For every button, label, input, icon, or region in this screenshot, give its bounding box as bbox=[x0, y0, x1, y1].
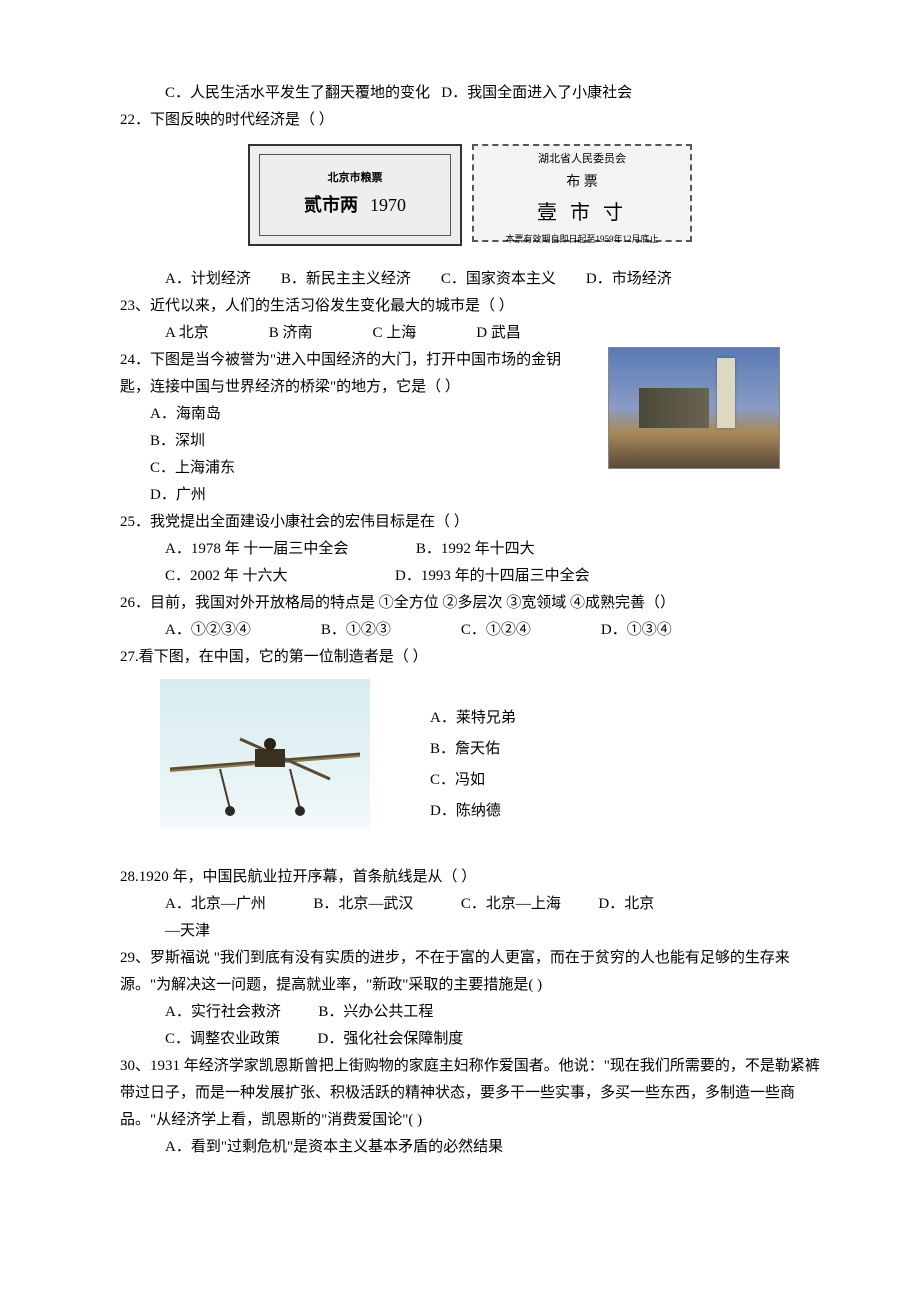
airplane-image bbox=[160, 679, 370, 829]
q25-opt-a: A．1978 年 十一届三中全会 bbox=[165, 541, 348, 557]
stamp1-title: 北京市粮票 bbox=[328, 169, 383, 189]
q25-opt-b: B．1992 年十四大 bbox=[416, 541, 535, 557]
q23-options: A 北京 B 济南 C 上海 D 武昌 bbox=[120, 320, 820, 347]
q27-image bbox=[160, 679, 370, 829]
q29-opt-a: A．实行社会救济 bbox=[165, 1004, 281, 1020]
q27-options: A．莱特兄弟 B．詹天佑 C．冯如 D．陈纳德 bbox=[430, 671, 820, 825]
q21-opt-c: C．人民生活水平发生了翻天覆地的变化 bbox=[165, 85, 430, 101]
q23-opt-c: C 上海 bbox=[373, 320, 417, 347]
q27-opt-a: A．莱特兄弟 bbox=[430, 705, 820, 732]
city-skyline-image bbox=[608, 347, 780, 469]
q28-opt-a: A．北京—广州 bbox=[165, 896, 266, 912]
q28-opt-c: C．北京—上海 bbox=[461, 896, 561, 912]
q23-opt-d: D 武昌 bbox=[476, 320, 521, 347]
q26-opt-d: D．①③④ bbox=[601, 617, 672, 644]
q22-stem: 22．下图反映的时代经济是（ ） bbox=[120, 107, 820, 134]
q24-opt-d: D．广州 bbox=[120, 482, 820, 509]
q22-opt-b: B．新民主主义经济 bbox=[281, 266, 411, 293]
q25-opt-d: D．1993 年的十四届三中全会 bbox=[395, 568, 590, 584]
stamp2-mid: 布 票 bbox=[566, 170, 598, 195]
q27-opt-b: B．詹天佑 bbox=[430, 736, 820, 763]
q22-opt-a: A．计划经济 bbox=[165, 266, 251, 293]
q26-opt-c: C．①②④ bbox=[461, 617, 531, 644]
q25-options-ab: A．1978 年 十一届三中全会 B．1992 年十四大 bbox=[120, 536, 820, 563]
q23-opt-a: A 北京 bbox=[165, 320, 209, 347]
q23-stem: 23、近代以来，人们的生活习俗发生变化最大的城市是（ ） bbox=[120, 293, 820, 320]
q24-block: 24．下图是当今被誉为"进入中国经济的大门，打开中国市场的金钥匙，连接中国与世界… bbox=[120, 347, 820, 509]
q22-opt-c: C．国家资本主义 bbox=[441, 266, 556, 293]
q28-options-line2: —天津 bbox=[120, 918, 820, 945]
q26-stem: 26．目前，我国对外开放格局的特点是 ①全方位 ②多层次 ③宽领域 ④成熟完善（… bbox=[120, 590, 820, 617]
q27-opt-d: D．陈纳德 bbox=[430, 798, 820, 825]
q22-stamp-2: 湖北省人民委员会 布 票 壹 市 寸 本票有效期自即日起至1959年12月底止 bbox=[472, 144, 692, 242]
q29-options-ab: A．实行社会救济 B．兴办公共工程 bbox=[120, 999, 820, 1026]
q28-opt-b: B．北京—武汉 bbox=[313, 896, 413, 912]
q30-stem: 30、1931 年经济学家凯恩斯曾把上街购物的家庭主妇称作爱国者。他说："现在我… bbox=[120, 1053, 820, 1134]
q24-image bbox=[608, 347, 780, 469]
stamp1-year: 1970 bbox=[370, 189, 406, 221]
q29-stem: 29、罗斯福说 "我们到底有没有实质的进步，不在于富的人更富，而在于贫穷的人也能… bbox=[120, 945, 820, 999]
q22-stamp-1: 北京市粮票 贰市两 1970 bbox=[248, 144, 462, 246]
stamp2-title: 湖北省人民委员会 bbox=[538, 150, 626, 170]
stamp2-bottom: 本票有效期自即日起至1959年12月底止 bbox=[505, 231, 658, 247]
stamp1-mid: 贰市两 bbox=[304, 189, 358, 221]
q29-opt-d: D．强化社会保障制度 bbox=[318, 1031, 464, 1047]
q22-options: A．计划经济 B．新民主主义经济 C．国家资本主义 D．市场经济 bbox=[120, 266, 820, 293]
q29-opt-c: C．调整农业政策 bbox=[165, 1031, 280, 1047]
q26-opt-a: A．①②③④ bbox=[165, 617, 251, 644]
q27-opt-c: C．冯如 bbox=[430, 767, 820, 794]
q25-stem: 25．我党提出全面建设小康社会的宏伟目标是在（ ） bbox=[120, 509, 820, 536]
q22-opt-d: D．市场经济 bbox=[586, 266, 672, 293]
q28-opt-d-2: —天津 bbox=[165, 923, 210, 939]
q22-image-row: 北京市粮票 贰市两 1970 湖北省人民委员会 布 票 壹 市 寸 本票有效期自… bbox=[120, 144, 820, 246]
q21-options-cd: C．人民生活水平发生了翻天覆地的变化 D．我国全面进入了小康社会 bbox=[120, 80, 820, 107]
q21-opt-d: D．我国全面进入了小康社会 bbox=[441, 85, 632, 101]
q28-stem: 28.1920 年，中国民航业拉开序幕，首条航线是从（ ） bbox=[120, 864, 820, 891]
q25-options-cd: C．2002 年 十六大 D．1993 年的十四届三中全会 bbox=[120, 563, 820, 590]
q26-options: A．①②③④ B．①②③ C．①②④ D．①③④ bbox=[120, 617, 820, 644]
q28-opt-d-1: D．北京 bbox=[598, 896, 654, 912]
q29-opt-b: B．兴办公共工程 bbox=[318, 1004, 433, 1020]
q28-options-line1: A．北京—广州 B．北京—武汉 C．北京—上海 D．北京 bbox=[120, 891, 820, 918]
q25-opt-c: C．2002 年 十六大 bbox=[165, 568, 288, 584]
q27-stem: 27.看下图，在中国，它的第一位制造者是（ ） bbox=[120, 644, 820, 671]
q30-opt-a: A．看到"过剩危机"是资本主义基本矛盾的必然结果 bbox=[120, 1134, 820, 1161]
q23-opt-b: B 济南 bbox=[269, 320, 313, 347]
q29-options-cd: C．调整农业政策 D．强化社会保障制度 bbox=[120, 1026, 820, 1053]
q27-block: A．莱特兄弟 B．詹天佑 C．冯如 D．陈纳德 bbox=[120, 671, 820, 837]
q26-opt-b: B．①②③ bbox=[321, 617, 391, 644]
